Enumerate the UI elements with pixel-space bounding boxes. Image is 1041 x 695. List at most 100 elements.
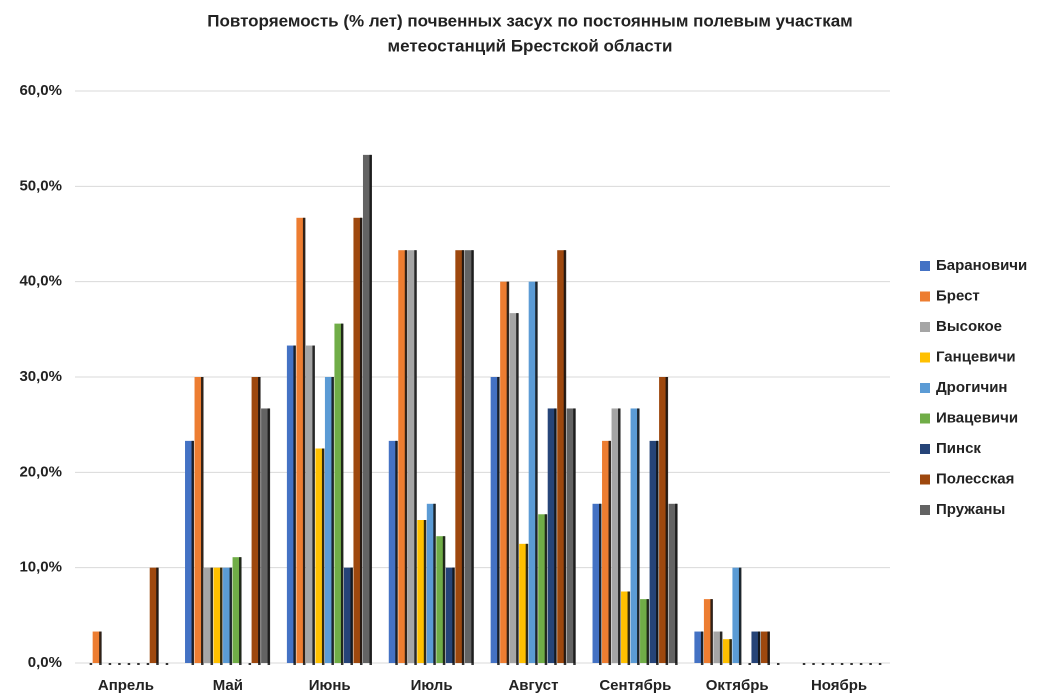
legend-label: Пинск <box>936 440 981 457</box>
chart-title: метеостанций Брестской области <box>388 36 673 55</box>
bar <box>362 154 372 663</box>
x-tick-label: Май <box>213 677 243 694</box>
bar <box>194 377 204 663</box>
bar <box>426 503 436 663</box>
bar <box>455 250 464 663</box>
x-tick-label: Август <box>508 677 558 694</box>
bar <box>407 250 417 663</box>
bar <box>204 567 213 663</box>
bar <box>334 323 343 663</box>
bar <box>417 520 426 663</box>
bar-shadow <box>767 631 770 665</box>
bar-shadow <box>656 440 659 665</box>
bar-shadow <box>665 377 669 665</box>
bar <box>185 440 194 663</box>
bar <box>388 440 398 663</box>
bar-shadow <box>859 663 863 665</box>
bar <box>315 448 324 663</box>
bar <box>592 503 602 663</box>
bar <box>566 408 576 663</box>
legend-label: Ганцевичи <box>936 348 1016 365</box>
x-tick-label: Апрель <box>98 677 154 694</box>
bar <box>296 217 305 663</box>
bar-shadow <box>637 408 640 665</box>
y-tick-label: 50,0% <box>19 177 62 194</box>
bar-shadow <box>821 663 825 665</box>
bar <box>694 631 703 663</box>
bar-shadow <box>350 567 353 665</box>
bar-shadow <box>239 557 242 665</box>
bar-shadow <box>433 503 436 665</box>
bar-shadow <box>497 377 500 665</box>
bar <box>445 567 455 663</box>
bar <box>621 591 630 663</box>
bar-shadow <box>331 377 334 665</box>
bar-shadow <box>535 281 538 665</box>
bar <box>343 567 353 663</box>
bar-shadow <box>831 663 834 665</box>
x-tick-label: Июнь <box>309 677 351 694</box>
bar <box>557 250 566 663</box>
bar <box>149 567 159 663</box>
bar-shadow <box>369 154 372 665</box>
bar-shadow <box>878 663 882 665</box>
bar-shadow <box>802 663 806 665</box>
bar-shadow <box>850 663 853 665</box>
bar-shadow <box>506 281 510 665</box>
legend-label: Брест <box>936 287 980 304</box>
bar-shadow <box>738 567 742 665</box>
bar-shadow <box>812 663 815 665</box>
x-tick-label: Июль <box>411 677 453 694</box>
legend-label: Полесская <box>936 470 1014 487</box>
bar-shadow <box>573 408 576 665</box>
bar-shadow <box>146 663 150 665</box>
bar-shadow <box>608 440 612 665</box>
bar <box>751 631 760 663</box>
bar <box>464 250 474 663</box>
bar-shadow <box>99 631 102 665</box>
bar <box>305 345 315 663</box>
x-tick-label: Ноябрь <box>811 677 867 694</box>
bar-shadow <box>414 250 417 665</box>
bar-shadow <box>719 631 723 665</box>
bar-shadow <box>229 567 233 665</box>
bar-shadow <box>210 567 214 665</box>
legend-swatch <box>920 322 930 332</box>
bar <box>538 514 547 663</box>
legend-swatch <box>920 444 930 454</box>
bar <box>668 503 678 663</box>
bar-shadow <box>748 663 751 665</box>
bar-shadow <box>563 250 567 665</box>
bar <box>602 440 611 663</box>
bar-shadow <box>599 503 602 665</box>
bar-shadow <box>525 543 529 665</box>
bar <box>760 631 770 663</box>
bar <box>213 567 223 663</box>
bar <box>286 345 296 663</box>
bar <box>640 599 649 663</box>
bar <box>398 250 407 663</box>
bar-shadow <box>312 345 315 665</box>
bar <box>659 377 668 663</box>
bar <box>324 377 334 663</box>
bar-shadow <box>442 536 446 665</box>
bar <box>232 557 242 663</box>
bar-shadow <box>710 599 713 665</box>
legend-swatch <box>920 505 930 515</box>
legend-swatch <box>920 413 930 424</box>
bar-shadow <box>258 377 261 665</box>
bar <box>261 408 270 663</box>
legend-label: Барановичи <box>936 257 1027 274</box>
bar-shadow <box>471 250 474 665</box>
bar-shadow <box>840 663 844 665</box>
bar <box>500 281 509 663</box>
bar-shadow <box>302 217 306 665</box>
bar-shadow <box>359 217 363 665</box>
bar <box>436 536 445 663</box>
bar <box>490 377 500 663</box>
bar-shadow <box>757 631 761 665</box>
bar-shadow <box>675 503 678 665</box>
legend-swatch <box>920 291 930 302</box>
bar <box>251 377 261 663</box>
